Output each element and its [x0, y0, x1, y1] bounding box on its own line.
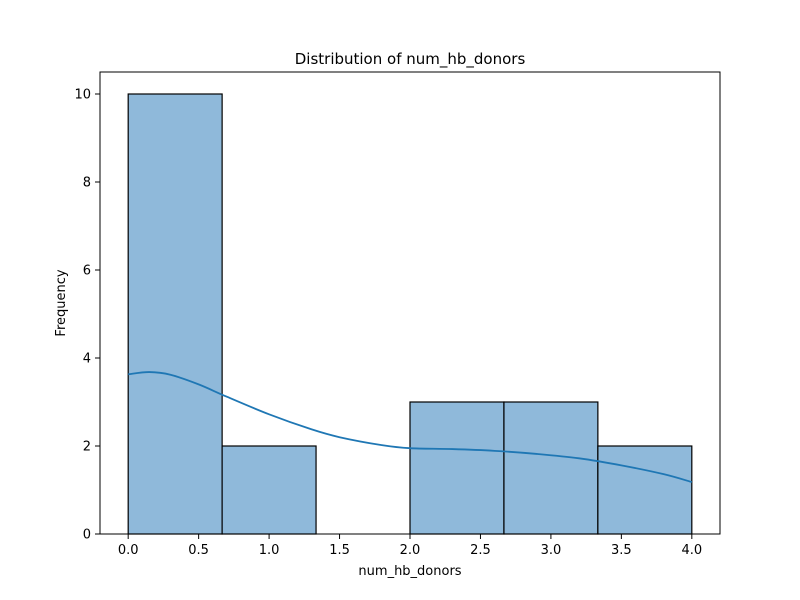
x-tick-label: 1.5	[329, 543, 350, 558]
x-tick-label: 4.0	[681, 543, 702, 558]
bars-layer	[127, 93, 693, 535]
y-tick-label: 0	[83, 528, 91, 543]
x-tick-label: 2.0	[400, 543, 421, 558]
y-tick-label: 4	[83, 352, 91, 367]
x-tick-label: 0.5	[188, 543, 209, 558]
y-tick-label: 10	[74, 88, 91, 103]
x-tick-label: 3.0	[541, 543, 562, 558]
y-tick-label: 2	[83, 440, 91, 455]
y-tick-label: 8	[83, 176, 91, 191]
histogram-bar	[503, 401, 599, 535]
histogram-bar	[409, 401, 505, 535]
x-axis-ticks: 0.0 0.5 1.0 1.5 2.0 2.5 3.0 3.5 4.0	[118, 534, 702, 558]
x-axis-title: num_hb_donors	[358, 564, 461, 579]
histogram-bar	[221, 445, 317, 535]
x-tick-label: 2.5	[470, 543, 491, 558]
histogram-bar	[597, 445, 693, 535]
y-tick-label: 6	[83, 264, 91, 279]
x-tick-label: 3.5	[611, 543, 632, 558]
x-tick-label: 0.0	[118, 543, 139, 558]
x-tick-label: 1.0	[259, 543, 280, 558]
chart-title: Distribution of num_hb_donors	[295, 50, 526, 69]
y-axis-ticks: 0 2 4 6 8 10	[74, 88, 100, 543]
histogram-bar	[127, 93, 223, 535]
y-axis-title: Frequency	[54, 269, 69, 336]
kde-curve	[128, 371, 693, 483]
